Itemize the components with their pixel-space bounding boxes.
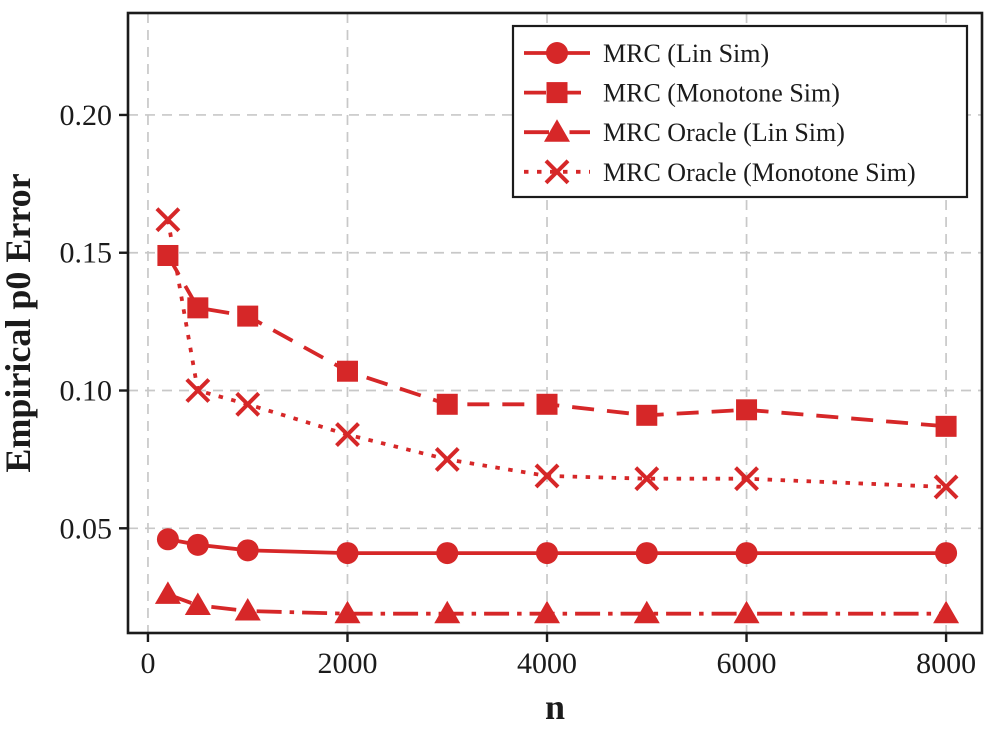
marker-mrc-monotone-sim-n2000 (336, 360, 358, 382)
marker-mrc-monotone-sim-n200 (157, 244, 179, 266)
marker-mrc-oracle-lin-sim-n6000 (733, 600, 760, 624)
marker-mrc-lin-sim-n8000 (935, 542, 958, 565)
marker-mrc-lin-sim-n500 (186, 533, 209, 556)
marker-mrc-lin-sim-n4000 (536, 542, 559, 565)
series-mrc-oracle-monotone-sim (155, 207, 959, 500)
marker-mrc-lin-sim-n5000 (635, 542, 658, 565)
marker-mrc-oracle-lin-sim-n4000 (534, 600, 561, 624)
marker-mrc-oracle-monotone-sim-n5000 (634, 466, 660, 492)
marker-mrc-oracle-monotone-sim-n200 (155, 207, 181, 233)
marker-mrc-oracle-lin-sim-n1000 (234, 597, 261, 621)
y-tick-label-0.1: 0.10 (60, 375, 113, 408)
marker-mrc-oracle-monotone-sim-n2000 (335, 422, 360, 448)
marker-mrc-oracle-monotone-sim-n6000 (734, 466, 759, 492)
marker-mrc-oracle-monotone-sim-n3000 (434, 446, 460, 472)
y-tick-label-0.15: 0.15 (60, 237, 113, 270)
marker-mrc-lin-sim-n2000 (336, 542, 359, 565)
legend-entry-mrc-lin-sim: MRC (Lin Sim) (524, 39, 769, 68)
marker-mrc-oracle-monotone-sim-n4000 (534, 463, 560, 489)
x-tick-label-4000: 4000 (517, 647, 577, 680)
legend-entry-mrc-monotone-sim: MRC (Monotone Sim) (524, 79, 840, 108)
marker-mrc-monotone-sim-n6000 (736, 399, 758, 421)
legend-marker-mrc-monotone-sim (546, 82, 568, 104)
marker-mrc-oracle-lin-sim-n8000 (933, 600, 960, 624)
legend-label-mrc-oracle-monotone-sim: MRC Oracle (Monotone Sim) (603, 158, 916, 187)
y-tick-label-0.05: 0.05 (60, 512, 113, 545)
y-tick-label-0.2: 0.20 (60, 99, 113, 132)
marker-mrc-monotone-sim-n3000 (436, 393, 458, 415)
legend-label-mrc-lin-sim: MRC (Lin Sim) (603, 39, 769, 68)
series-mrc-lin-sim (156, 528, 958, 565)
marker-mrc-oracle-monotone-sim-n1000 (235, 391, 261, 417)
marker-mrc-oracle-lin-sim-n3000 (434, 600, 461, 624)
marker-mrc-monotone-sim-n500 (187, 297, 209, 319)
legend-label-mrc-monotone-sim: MRC (Monotone Sim) (603, 79, 840, 108)
series-mrc-oracle-lin-sim (154, 581, 960, 624)
series-mrc-monotone-sim (157, 244, 957, 437)
marker-mrc-monotone-sim-n8000 (935, 415, 957, 437)
marker-mrc-lin-sim-n6000 (735, 542, 758, 565)
marker-mrc-lin-sim-n200 (156, 528, 179, 551)
marker-mrc-oracle-lin-sim-n2000 (334, 600, 361, 624)
marker-mrc-oracle-monotone-sim-n500 (185, 378, 211, 403)
marker-mrc-oracle-lin-sim-n200 (154, 581, 181, 604)
legend-entry-mrc-oracle-lin-sim: MRC Oracle (Lin Sim) (524, 118, 845, 147)
x-tick-label-0: 0 (140, 647, 155, 680)
plot-frame (126, 11, 984, 635)
marker-mrc-monotone-sim-n4000 (536, 393, 558, 415)
marker-mrc-oracle-monotone-sim-n8000 (933, 474, 959, 500)
legend-marker-mrc-oracle-lin-sim (544, 119, 570, 142)
legend-entry-mrc-oracle-monotone-sim: MRC Oracle (Monotone Sim) (524, 158, 916, 187)
legend-marker-mrc-oracle-monotone-sim (544, 159, 570, 185)
marker-mrc-oracle-lin-sim-n5000 (633, 600, 660, 624)
legend-label-mrc-oracle-lin-sim: MRC Oracle (Lin Sim) (603, 118, 845, 147)
marker-mrc-lin-sim-n1000 (236, 539, 259, 562)
marker-mrc-monotone-sim-n1000 (237, 305, 259, 327)
marker-mrc-monotone-sim-n5000 (636, 404, 658, 426)
x-tick-label-8000: 8000 (916, 647, 976, 680)
x-tick-label-6000: 6000 (717, 647, 777, 680)
marker-mrc-lin-sim-n3000 (436, 542, 459, 565)
x-axis-label: n (545, 687, 565, 727)
legend-marker-mrc-lin-sim (546, 42, 568, 64)
y-axis-label: Empirical p0 Error (0, 173, 38, 472)
marker-mrc-oracle-lin-sim-n500 (184, 592, 211, 615)
x-tick-label-2000: 2000 (317, 647, 377, 680)
axes: 0 2000 4000 6000 8000 0.05 0.10 0.15 0.20 (60, 99, 977, 680)
legend: MRC (Lin Sim) MRC (Monotone Sim) MRC Oracl… (511, 24, 969, 199)
